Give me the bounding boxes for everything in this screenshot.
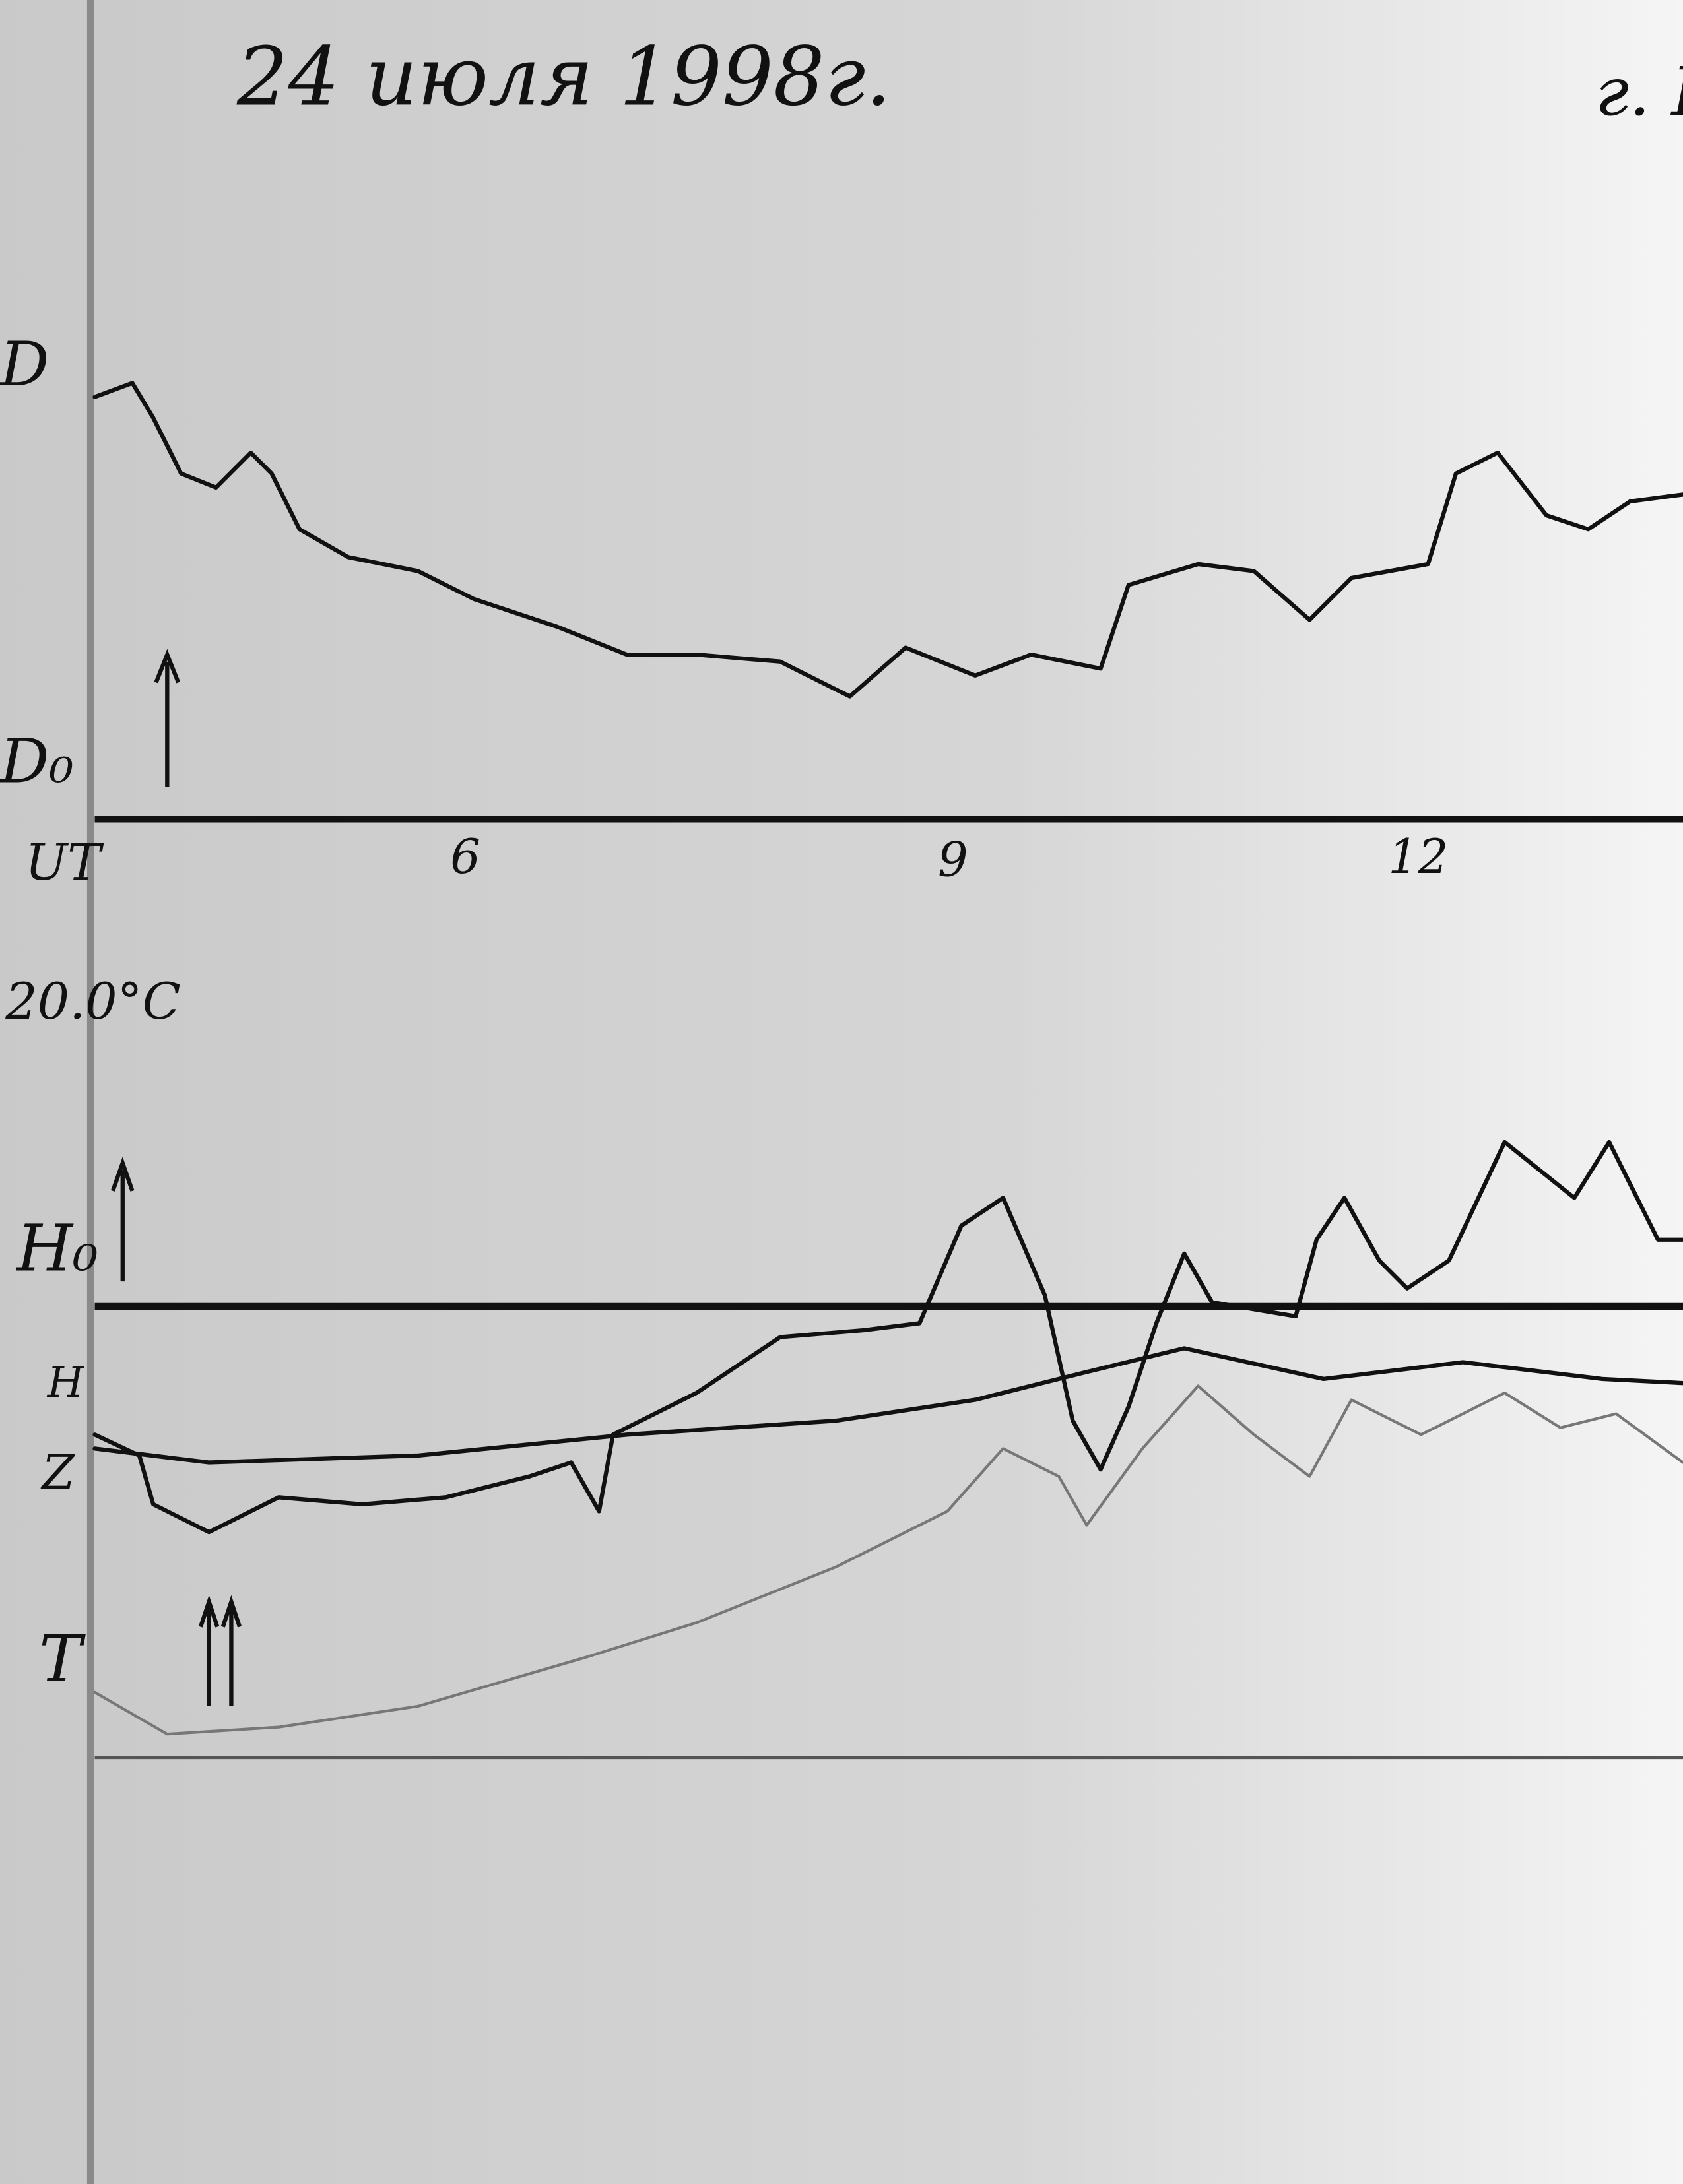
- z-trace: [92, 1346, 1683, 1465]
- h-trace: [92, 1140, 1683, 1535]
- h-label: H: [47, 1358, 85, 1407]
- t-trace: [93, 1384, 1683, 1736]
- t-label: T: [39, 1622, 86, 1696]
- place: г. Г: [1595, 53, 1683, 131]
- arrow-head: [198, 1595, 242, 1628]
- d-trace: [92, 381, 1683, 699]
- temperature-label: 20.0°C: [5, 972, 180, 1031]
- date: 24 июля 1998г.: [236, 29, 892, 123]
- ut-label: UT: [25, 833, 104, 891]
- z-label: Z: [40, 1444, 75, 1500]
- time-tick: 12: [1388, 829, 1448, 884]
- arrow-head: [110, 1157, 135, 1192]
- arrow-head: [154, 649, 181, 684]
- d0-label: D₀: [0, 725, 74, 796]
- time-tick: 9: [938, 831, 968, 887]
- d-label: D: [0, 329, 49, 400]
- h0-label: H₀: [15, 1211, 98, 1285]
- time-tick: 6: [450, 829, 480, 884]
